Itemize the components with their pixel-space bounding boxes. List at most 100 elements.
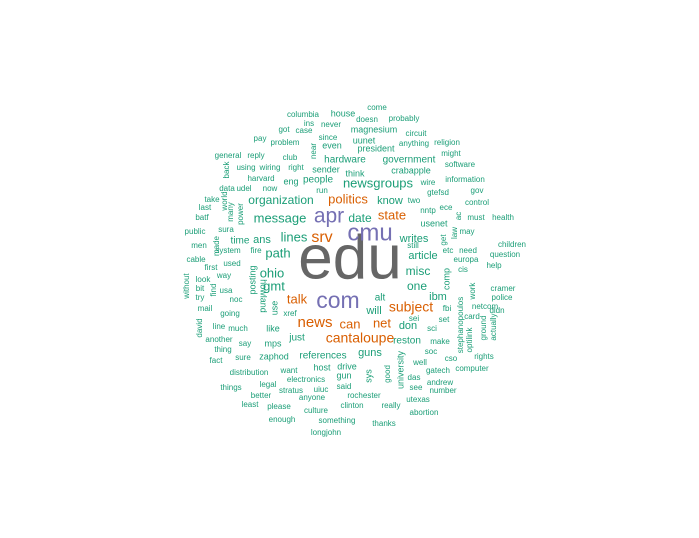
cloud-word-anything: anything (399, 139, 429, 148)
cloud-word-circuit: circuit (406, 129, 428, 138)
cloud-word-references: references (299, 351, 346, 362)
cloud-word-das: das (408, 373, 421, 382)
cloud-word-bit: bit (196, 284, 205, 293)
cloud-word-zaphod: zaphod (259, 351, 289, 361)
cloud-word-state: state (378, 207, 406, 222)
cloud-word-still: still (407, 241, 419, 250)
cloud-word-government: government (383, 155, 436, 166)
cloud-word-sci: sci (427, 324, 437, 333)
cloud-word-sura: sura (218, 225, 234, 234)
cloud-word-way: way (216, 271, 231, 280)
cloud-word-writes: writes (399, 233, 429, 245)
cloud-word-many: many (226, 202, 235, 222)
cloud-word-line: line (213, 322, 226, 331)
cloud-word-magnesium: magnesium (351, 124, 398, 134)
cloud-word-question: question (490, 250, 520, 259)
cloud-word-really: really (381, 401, 400, 410)
cloud-word-least: least (242, 400, 260, 409)
cloud-word-date: date (348, 211, 372, 225)
cloud-word-stephanopoulos: stephanopoulos (456, 297, 465, 354)
cloud-word-know: know (377, 195, 403, 207)
cloud-word-find: find (209, 284, 218, 297)
cloud-word-get: get (439, 234, 448, 246)
cloud-word-gun: gun (336, 370, 351, 380)
cloud-word-hardware: hardware (324, 155, 366, 166)
cloud-word-didn: didn (489, 306, 504, 315)
cloud-word-david: david (195, 318, 204, 337)
cloud-word-can: can (340, 316, 361, 331)
cloud-word-message: message (254, 210, 307, 225)
cloud-word-organization: organization (248, 193, 313, 207)
cloud-word-first: first (205, 263, 219, 272)
cloud-word-made: made (212, 235, 221, 256)
cloud-word-gov: gov (471, 186, 484, 195)
cloud-word-police: police (492, 293, 513, 302)
cloud-word-right: right (288, 163, 304, 172)
cloud-word-probably: probably (389, 114, 420, 123)
cloud-word-good: good (383, 365, 392, 383)
cloud-word-case: case (296, 126, 313, 135)
cloud-word-com: com (316, 287, 359, 313)
cloud-word-mail: mail (198, 304, 213, 313)
cloud-word-apr: apr (314, 205, 344, 228)
cloud-word-noc: noc (230, 295, 243, 304)
cloud-word-utexas: utexas (406, 395, 430, 404)
cloud-word-going: going (220, 309, 240, 318)
cloud-word-power: power (236, 203, 245, 225)
cloud-word-harvard: harvard (247, 174, 274, 183)
cloud-word-never: never (321, 120, 341, 129)
cloud-word-university: university (395, 350, 405, 389)
cloud-word-reston: reston (393, 336, 421, 347)
cloud-word-culture: culture (304, 406, 329, 415)
cloud-word-soc: soc (425, 347, 437, 356)
cloud-word-look: look (196, 275, 212, 284)
cloud-word-will: will (365, 305, 381, 317)
cloud-word-don: don (399, 320, 417, 332)
cloud-word-two: two (408, 196, 421, 205)
cloud-word-see: see (410, 383, 423, 392)
cloud-word-longjohn: longjohn (311, 428, 341, 437)
cloud-word-use: use (269, 301, 279, 316)
cloud-word-gtefsd: gtefsd (427, 188, 449, 197)
cloud-word-distribution: distribution (230, 368, 269, 377)
cloud-word-alt: alt (375, 293, 386, 304)
cloud-word-last: last (199, 203, 212, 212)
cloud-word-xref: xref (283, 309, 297, 318)
cloud-word-path: path (265, 245, 290, 260)
cloud-word-edu: edu (298, 223, 401, 292)
cloud-word-number: number (429, 386, 456, 395)
cloud-word-batf: batf (195, 213, 209, 222)
cloud-word-ohio: ohio (260, 265, 285, 280)
cloud-word-lines: lines (281, 229, 308, 244)
cloud-word-now: now (263, 184, 278, 193)
cloud-word-ibm: ibm (429, 291, 447, 303)
cloud-word-general: general (215, 151, 242, 160)
cloud-word-sei: sei (409, 314, 419, 323)
cloud-word-cable: cable (186, 255, 206, 264)
cloud-word-like: like (266, 323, 280, 333)
cloud-word-srv: srv (311, 229, 332, 246)
cloud-word-software: software (445, 160, 476, 169)
cloud-word-near: near (309, 143, 318, 159)
cloud-word-ac: ac (454, 212, 463, 220)
cloud-word-one: one (407, 279, 427, 293)
cloud-word-drive: drive (337, 361, 357, 371)
cloud-word-said: said (337, 382, 352, 391)
cloud-word-computer: computer (455, 364, 489, 373)
cloud-word-udel: udel (236, 184, 251, 193)
cloud-word-thing: thing (214, 345, 231, 354)
cloud-word-house: house (331, 108, 356, 118)
cloud-word-net: net (373, 315, 391, 330)
cloud-word-cso: cso (445, 354, 458, 363)
cloud-word-talk: talk (287, 291, 308, 306)
cloud-word-run: run (316, 186, 328, 195)
cloud-word-world: world (220, 191, 229, 211)
cloud-word-fact: fact (210, 356, 224, 365)
cloud-word-cantaloupe: cantaloupe (326, 330, 395, 346)
cloud-word-try: try (196, 293, 205, 302)
cloud-word-since: since (319, 133, 338, 142)
cloud-word-public: public (185, 227, 206, 236)
cloud-word-got: got (278, 125, 290, 134)
cloud-word-work: work (468, 282, 477, 301)
cloud-word-back: back (222, 161, 231, 179)
